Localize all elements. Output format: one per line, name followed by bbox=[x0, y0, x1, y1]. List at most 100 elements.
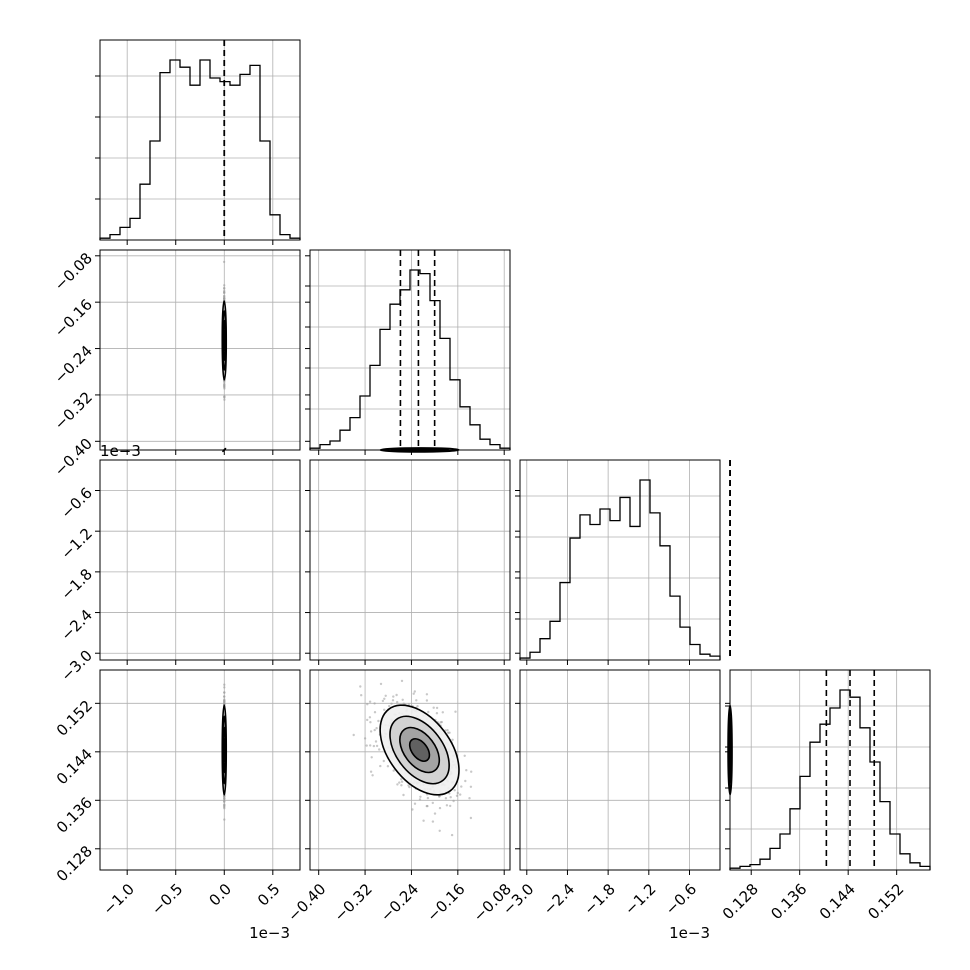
sample-point bbox=[390, 702, 393, 705]
panel-frame bbox=[99, 459, 301, 661]
sample-point bbox=[401, 698, 404, 701]
sample-point bbox=[366, 703, 369, 706]
histogram-1 bbox=[309, 269, 511, 450]
sample-point bbox=[223, 797, 226, 800]
sample-point bbox=[223, 289, 226, 293]
sample-point bbox=[452, 799, 455, 803]
density-contour bbox=[222, 329, 226, 352]
sample-point bbox=[415, 699, 418, 702]
panel-frame bbox=[99, 669, 301, 871]
sample-point bbox=[451, 738, 454, 741]
sample-point bbox=[460, 785, 463, 788]
sample-point bbox=[392, 769, 395, 772]
sample-point bbox=[400, 679, 404, 683]
sample-point bbox=[223, 695, 226, 698]
sample-point bbox=[433, 812, 437, 815]
sample-point bbox=[383, 708, 386, 711]
sample-point bbox=[223, 818, 226, 821]
panel-frame bbox=[99, 249, 301, 451]
sample-point bbox=[392, 695, 395, 698]
x-tick-label: −0.5 bbox=[148, 880, 186, 918]
histogram-3 bbox=[729, 689, 931, 870]
sample-point bbox=[453, 789, 456, 792]
panel-frame bbox=[309, 459, 511, 661]
sample-point bbox=[398, 781, 401, 784]
sample-point bbox=[426, 796, 430, 800]
sample-point bbox=[368, 700, 372, 703]
sample-point bbox=[441, 711, 444, 714]
sample-point bbox=[400, 780, 404, 783]
sample-point bbox=[456, 791, 459, 795]
sample-point bbox=[366, 718, 369, 722]
sample-point bbox=[223, 297, 226, 300]
sample-point bbox=[386, 765, 390, 768]
y-tick-label: −1.2 bbox=[58, 524, 96, 562]
sample-point bbox=[223, 800, 226, 803]
sample-point bbox=[435, 712, 439, 715]
sample-point bbox=[446, 729, 449, 732]
sample-point bbox=[223, 691, 226, 694]
x-tick-label: −1.2 bbox=[621, 880, 659, 918]
x-tick-label: 0.144 bbox=[816, 880, 859, 923]
sample-point bbox=[468, 797, 471, 800]
sample-point bbox=[359, 685, 362, 688]
sample-point bbox=[373, 702, 376, 705]
sample-point bbox=[445, 804, 449, 807]
x-tick-label: 0.152 bbox=[864, 880, 907, 923]
sample-point bbox=[396, 783, 399, 786]
sample-point bbox=[223, 698, 226, 701]
x-tick-label: 0.136 bbox=[767, 880, 810, 923]
y-tick-label: 0.136 bbox=[53, 794, 96, 837]
sample-point bbox=[408, 785, 411, 789]
sample-point bbox=[223, 683, 226, 686]
sample-point bbox=[449, 804, 452, 808]
panel-frame bbox=[99, 39, 301, 241]
sample-point bbox=[384, 694, 387, 697]
sample-point bbox=[369, 744, 372, 747]
sample-point bbox=[223, 686, 226, 689]
sample-point bbox=[369, 730, 373, 733]
sample-point bbox=[375, 744, 379, 748]
sample-point bbox=[223, 287, 226, 290]
sample-point bbox=[396, 700, 399, 704]
panel-frame bbox=[519, 459, 721, 661]
sample-point bbox=[371, 774, 374, 777]
y-tick-label: 0.152 bbox=[53, 697, 96, 740]
sample-point bbox=[400, 778, 403, 781]
sample-point bbox=[450, 833, 454, 837]
sample-point bbox=[369, 770, 373, 773]
sample-point bbox=[370, 756, 373, 759]
sample-point bbox=[360, 694, 363, 697]
density-contour bbox=[222, 737, 226, 763]
density-contour bbox=[408, 737, 431, 763]
sample-point bbox=[413, 802, 417, 805]
y-tick-label: 0.128 bbox=[53, 842, 96, 885]
sample-point bbox=[388, 704, 391, 708]
sample-point bbox=[223, 398, 226, 401]
sample-point bbox=[469, 816, 473, 820]
x-tick-label: 0.0 bbox=[205, 880, 235, 910]
y-tick-label: −0.32 bbox=[51, 388, 96, 433]
sample-point bbox=[463, 754, 466, 757]
sample-point bbox=[375, 727, 378, 730]
sample-point bbox=[373, 711, 377, 714]
sample-point bbox=[432, 706, 435, 709]
sample-point bbox=[412, 692, 415, 695]
sample-point bbox=[439, 721, 442, 724]
y-tick-label: −2.4 bbox=[58, 606, 96, 644]
sample-point bbox=[469, 785, 473, 788]
sample-point bbox=[222, 260, 226, 264]
x-tick-label: 0.128 bbox=[719, 880, 762, 923]
sample-point bbox=[454, 710, 457, 713]
sample-point bbox=[377, 719, 380, 723]
x-tick-label: −0.16 bbox=[423, 880, 468, 925]
sample-point bbox=[383, 697, 386, 700]
sample-point bbox=[372, 744, 376, 748]
sample-point bbox=[459, 793, 462, 796]
x-tick-label: −0.32 bbox=[331, 880, 376, 925]
sample-point bbox=[444, 797, 448, 800]
sample-point bbox=[435, 706, 439, 710]
sample-point bbox=[438, 795, 441, 798]
histogram-0 bbox=[99, 59, 301, 240]
